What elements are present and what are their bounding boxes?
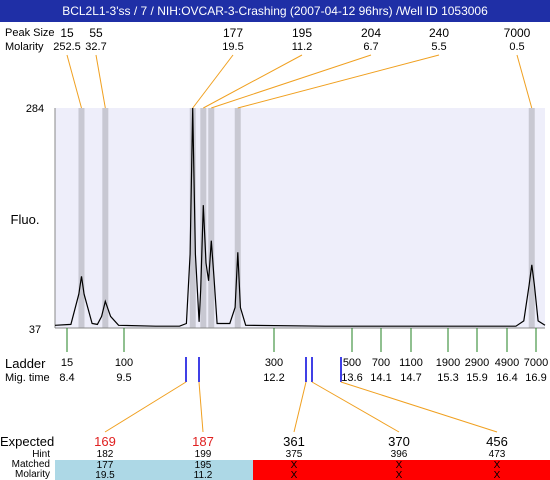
ladder-size-1: 100 <box>115 357 133 369</box>
expected-size-2: 361 <box>283 434 305 449</box>
ladder-size-4: 700 <box>372 357 390 369</box>
matched-value-2: X <box>291 460 298 471</box>
molarity-row-label: Molarity <box>5 41 44 53</box>
peak-connector-3 <box>203 54 303 109</box>
unmatched-band <box>253 460 550 480</box>
ladder-size-7: 2900 <box>465 357 489 369</box>
matched-molarity-1: 11.2 <box>194 470 213 480</box>
ladder-migtime-0: 8.4 <box>59 372 74 384</box>
expected-size-0: 169 <box>94 434 116 449</box>
peak-band-2 <box>189 108 196 328</box>
peak-connector-0 <box>66 54 82 109</box>
hint-row-label: Hint <box>32 449 50 460</box>
fluorescence-trace <box>54 107 546 327</box>
ladder-size-8: 4900 <box>495 357 519 369</box>
peak-molarity-4: 6.7 <box>363 41 378 53</box>
expected-row-label: Expected <box>0 434 54 449</box>
peak-band-1 <box>102 108 109 328</box>
matched-band <box>55 460 253 480</box>
peak-band-4 <box>208 108 215 328</box>
matched-value-0: 177 <box>97 460 114 471</box>
y-tick-min: 37 <box>29 324 41 336</box>
ladder-size-5: 1100 <box>399 357 423 369</box>
ladder-migtime-8: 16.4 <box>496 372 517 384</box>
peak-molarity-0: 252.5 <box>53 41 81 53</box>
expected-connector-2 <box>293 381 307 433</box>
peak-molarity-5: 5.5 <box>431 41 446 53</box>
peak-molarity-6: 0.5 <box>509 41 524 53</box>
expected-connector-4 <box>340 381 498 433</box>
ladder-migtime-6: 15.3 <box>437 372 458 384</box>
expected-size-1: 187 <box>192 434 214 449</box>
expected-connector-3 <box>311 381 400 433</box>
matched-value-4: X <box>494 460 501 471</box>
bottom-molarity-row-label: Molarity <box>15 469 50 480</box>
peak-connector-1 <box>95 54 106 109</box>
expected-size-4: 456 <box>486 434 508 449</box>
ladder-migtime-3: 13.6 <box>341 372 362 384</box>
expected-connector-0 <box>104 381 187 433</box>
peak-molarity-3: 11.2 <box>292 41 313 53</box>
peak-size-3: 195 <box>292 26 312 40</box>
hint-value-0: 182 <box>97 449 114 460</box>
ladder-size-6: 1900 <box>436 357 460 369</box>
peak-connector-4 <box>211 54 372 109</box>
ladder-migtime-2: 12.2 <box>263 372 284 384</box>
peak-molarity-2: 19.5 <box>222 41 243 53</box>
matched-molarity-4: X <box>494 470 501 480</box>
y-tick-max: 284 <box>26 103 44 115</box>
ladder-size-0: 15 <box>61 357 73 369</box>
mig-time-row-label: Mig. time <box>5 372 50 384</box>
expected-size-3: 370 <box>388 434 410 449</box>
peak-molarity-1: 32.7 <box>85 41 106 53</box>
peak-size-5: 240 <box>429 26 449 40</box>
y-axis-label: Fluo. <box>11 212 40 227</box>
peak-size-4: 204 <box>361 26 381 40</box>
ladder-migtime-5: 14.7 <box>400 372 421 384</box>
peak-size-2: 177 <box>223 26 243 40</box>
expected-connector-1 <box>198 381 204 433</box>
peak-size-6: 7000 <box>504 26 531 40</box>
hint-value-1: 199 <box>195 449 212 460</box>
matched-row-label: Matched <box>12 459 50 470</box>
hint-value-4: 473 <box>489 449 506 460</box>
matched-molarity-3: X <box>396 470 403 480</box>
peak-band-6 <box>528 108 535 328</box>
peak-band-0 <box>78 108 85 328</box>
chart-title: BCL2L1-3'ss / 7 / NIH:OVCAR-3-Crashing (… <box>0 0 550 22</box>
peak-connector-5 <box>237 54 440 109</box>
ladder-migtime-7: 15.9 <box>466 372 487 384</box>
ladder-size-9: 7000 <box>524 357 548 369</box>
hint-value-2: 375 <box>286 449 303 460</box>
peak-connector-2 <box>192 54 234 109</box>
peak-band-5 <box>234 108 241 328</box>
peak-size-0: 15 <box>60 26 74 40</box>
peak-size-1: 55 <box>89 26 103 40</box>
peak-connector-6 <box>516 54 533 109</box>
peak-size-row-label: Peak Size <box>5 27 55 39</box>
ladder-migtime-9: 16.9 <box>525 372 546 384</box>
ladder-migtime-1: 9.5 <box>116 372 131 384</box>
matched-molarity-0: 19.5 <box>95 470 115 480</box>
matched-molarity-2: X <box>291 470 298 480</box>
matched-value-3: X <box>396 460 403 471</box>
ladder-size-3: 500 <box>343 357 361 369</box>
plot-area <box>55 108 545 328</box>
hint-value-3: 396 <box>391 449 408 460</box>
ladder-migtime-4: 14.1 <box>370 372 391 384</box>
ladder-size-2: 300 <box>265 357 283 369</box>
ladder-row-label: Ladder <box>5 356 46 371</box>
matched-value-1: 195 <box>195 460 212 471</box>
